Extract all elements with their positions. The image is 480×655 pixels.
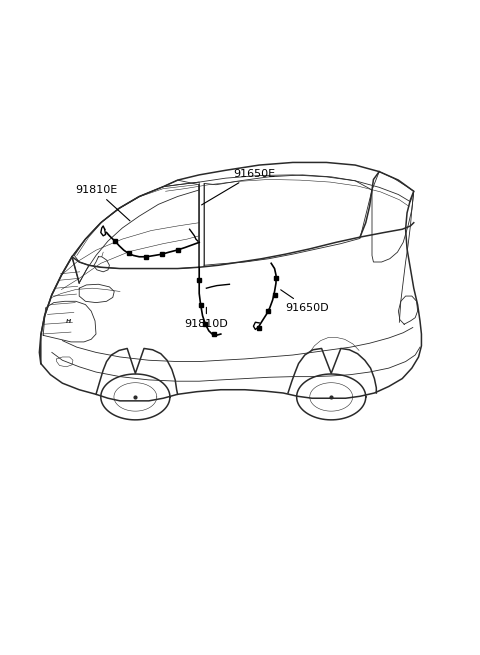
Text: H: H: [66, 319, 71, 324]
Text: 91650D: 91650D: [281, 290, 329, 313]
Text: 91650E: 91650E: [202, 168, 276, 205]
Text: 91810D: 91810D: [184, 307, 228, 329]
Text: 91810E: 91810E: [75, 185, 130, 221]
